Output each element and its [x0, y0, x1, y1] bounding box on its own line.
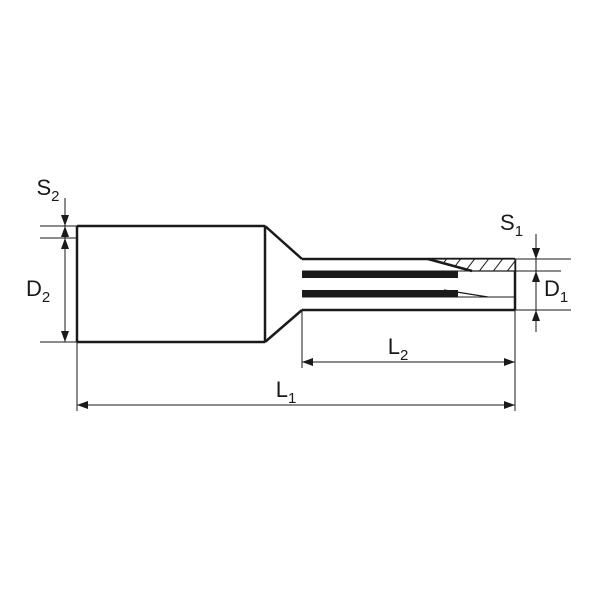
dim-label: S1: [500, 210, 523, 240]
dim-label: L1: [276, 377, 297, 407]
ferrule-technical-drawing: S2 D2 S1 D1 L2 L1: [0, 0, 600, 600]
tube-inner-stripe-bottom: [302, 290, 458, 297]
dim-label: L2: [388, 334, 409, 364]
dim-label: D1: [544, 276, 568, 306]
dim-label: S2: [36, 175, 59, 205]
section-cut-wedge: [428, 259, 515, 271]
dim-label: D2: [26, 276, 50, 306]
tube-inner-stripe-top: [302, 271, 458, 278]
